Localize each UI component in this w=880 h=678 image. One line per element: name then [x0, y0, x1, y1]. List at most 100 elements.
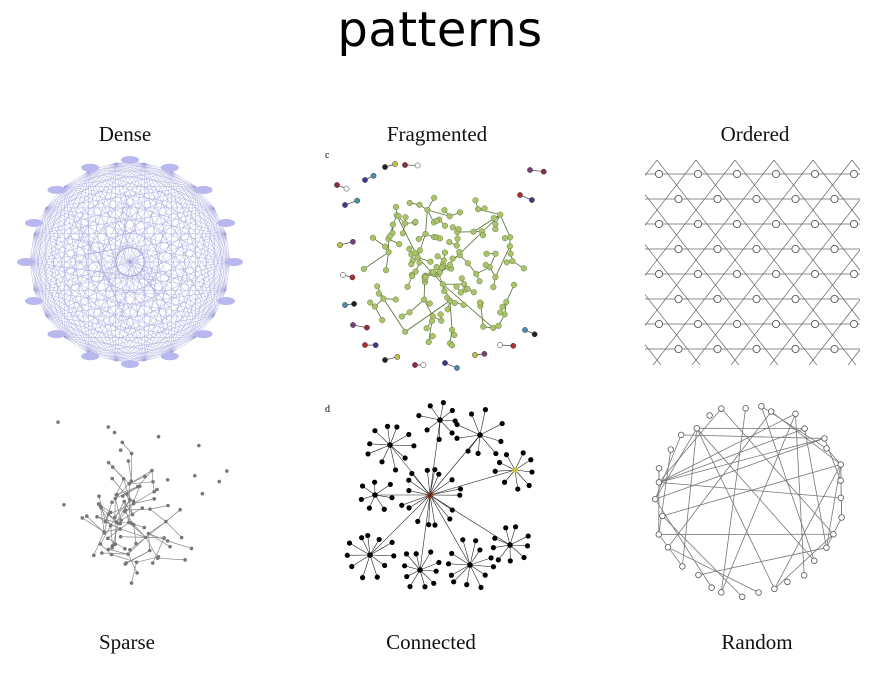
- sparse-edge: [133, 524, 137, 544]
- lattice-line: [645, 244, 740, 365]
- connected-node: [464, 582, 470, 588]
- hub-node: [372, 492, 378, 498]
- dense-edge: [171, 170, 196, 187]
- connected-node: [529, 469, 535, 475]
- sparse-node: [165, 539, 170, 543]
- dense-outer-node: [47, 330, 66, 339]
- fragmented-node: [449, 342, 456, 349]
- sparse-node: [114, 492, 119, 497]
- dense-edge: [88, 170, 231, 263]
- dense-outer-node: [17, 258, 35, 266]
- random-node: [830, 531, 837, 538]
- connected-node: [404, 573, 410, 580]
- fragmented-node: [386, 233, 393, 240]
- fragmented-node: [455, 226, 462, 233]
- ordered-network-diagram: [645, 160, 860, 365]
- random-edge: [658, 413, 796, 483]
- connected-node: [406, 431, 412, 438]
- dense-edge: [64, 170, 89, 187]
- fragmented-node: [392, 203, 400, 211]
- spoke-edge: [408, 494, 431, 509]
- hub-node: [477, 432, 483, 438]
- lattice-line: [769, 249, 860, 365]
- spoke-edge: [509, 544, 528, 547]
- connected-node: [440, 400, 446, 406]
- sparse-edge: [122, 442, 132, 454]
- sparse-node: [118, 527, 122, 531]
- random-node: [784, 578, 791, 586]
- spoke-edge: [367, 535, 371, 556]
- dense-edge: [73, 213, 136, 335]
- sparse-node: [129, 451, 134, 456]
- spoke-edge: [409, 569, 421, 587]
- spoke-edge: [362, 554, 371, 578]
- random-node: [655, 465, 663, 472]
- sparse-edge: [157, 557, 186, 561]
- dense-edge: [50, 266, 156, 278]
- spoke-edge: [361, 537, 371, 556]
- spoke-edge: [499, 462, 516, 471]
- dense-outer-node: [24, 218, 43, 227]
- spoke-edge: [374, 430, 391, 446]
- fragmented-node: [507, 250, 514, 257]
- spoke-edge: [509, 535, 529, 546]
- random-edge: [720, 408, 747, 593]
- spoke-edge: [406, 553, 421, 571]
- lattice-line: [652, 160, 814, 365]
- lattice-line: [812, 160, 860, 221]
- fragmented-node: [460, 301, 467, 309]
- dense-edge: [88, 233, 227, 354]
- lattice-line: [730, 199, 860, 365]
- connected-node: [436, 436, 442, 443]
- fragment-node: [337, 242, 343, 248]
- spoke-edge: [448, 563, 471, 566]
- dense-edge: [33, 170, 89, 234]
- sparse-node: [150, 468, 154, 473]
- connected-node: [520, 450, 526, 456]
- random-node: [823, 445, 830, 452]
- dense-outer-node: [121, 360, 139, 368]
- fragmented-node: [476, 278, 483, 285]
- lattice-line: [773, 160, 860, 271]
- sparse-network-diagram: [56, 420, 229, 585]
- spoke-edge: [509, 544, 525, 558]
- spoke-edge: [456, 424, 481, 436]
- dense-inner-ring: [115, 247, 145, 277]
- sparse-edge: [100, 525, 112, 545]
- dense-edge: [29, 207, 215, 263]
- fragmented-node: [422, 230, 429, 238]
- fragmented-node: [369, 234, 377, 241]
- sparse-edge: [110, 525, 113, 546]
- dense-edge: [34, 233, 226, 291]
- dense-edge: [88, 170, 227, 234]
- sparse-edge: [129, 470, 153, 485]
- sparse-edge: [133, 498, 155, 504]
- connected-node: [407, 583, 413, 590]
- random-edge: [774, 533, 834, 590]
- fragmented-node: [389, 221, 396, 228]
- dense-edge: [29, 162, 116, 263]
- dense-edge: [144, 162, 231, 263]
- dense-edge: [29, 186, 196, 263]
- dense-edge: [115, 162, 227, 234]
- fragmented-node: [482, 261, 489, 268]
- spoke-edge: [506, 454, 516, 471]
- spoke-edge: [387, 426, 391, 446]
- fragmented-node: [497, 309, 504, 316]
- random-node: [695, 571, 702, 579]
- fragmented-node: [441, 222, 449, 229]
- lattice-node: [752, 294, 761, 304]
- fragmented-node: [490, 284, 497, 291]
- lattice-node: [654, 219, 664, 229]
- spoke-edge: [514, 469, 533, 473]
- dense-edge: [71, 274, 155, 281]
- spoke-edge: [439, 402, 444, 421]
- fragmented-node: [409, 272, 416, 280]
- sparse-edge: [136, 556, 159, 563]
- fragmented-node: [499, 303, 506, 310]
- connected-node: [416, 412, 422, 419]
- dense-edge: [64, 186, 226, 234]
- spoke-edge: [418, 415, 441, 421]
- fragmented-node: [520, 265, 527, 272]
- dense-edge: [29, 162, 145, 263]
